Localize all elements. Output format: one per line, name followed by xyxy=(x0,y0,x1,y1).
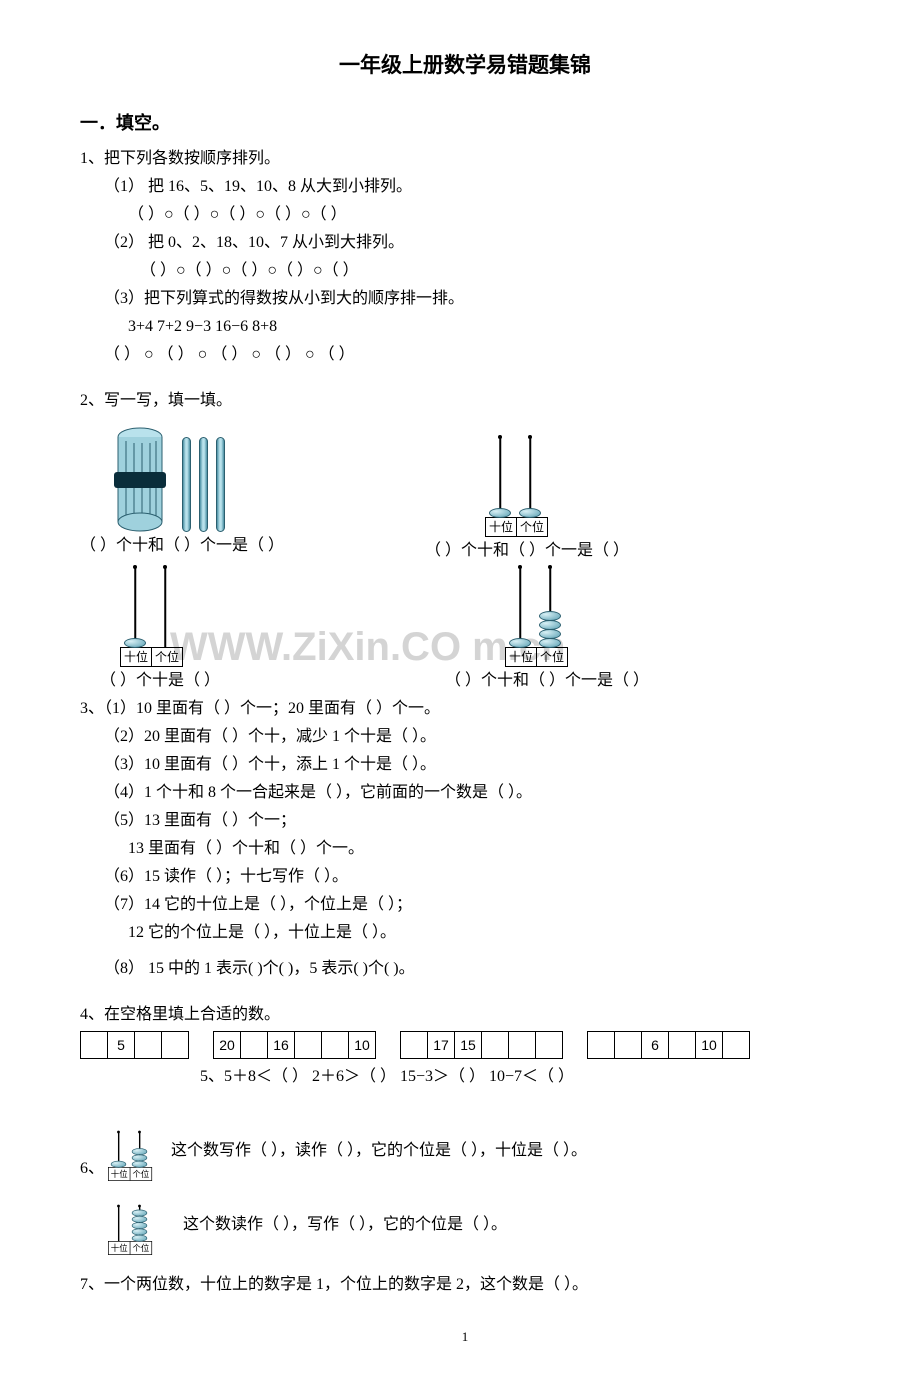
q2-cap-d: （ ）个十和（ ）个一是（ ） xyxy=(445,669,850,693)
q1-3-blanks: （ ） ○ （ ） ○ （ ） ○ （ ） ○ （ ） xyxy=(80,343,850,367)
abacus-tens-label: 十位 xyxy=(506,648,537,666)
number-box: 17 xyxy=(428,1031,455,1059)
q5: 5、5＋8＜（ ） 2＋6＞（ ） 15−3＞（ ） 10−7＜（ ） xyxy=(200,1065,850,1089)
q1-stem: 1、把下列各数按顺序排列。 xyxy=(80,147,850,171)
q1-3: （3）把下列算式的得数按从小到大的顺序排一排。 xyxy=(80,287,850,311)
number-box xyxy=(400,1031,428,1059)
number-box: 10 xyxy=(349,1031,376,1059)
q6-prefix: 6、 xyxy=(80,1157,108,1181)
q3-2: （2）20 里面有（ ）个十，减少 1 个十是（ ）。 xyxy=(80,725,850,749)
number-box: 5 xyxy=(108,1031,135,1059)
q2-cap-a: （ ）个十和（ ）个一是（ ） xyxy=(80,534,445,558)
number-box: 10 xyxy=(696,1031,723,1059)
bundle-of-ten-icon xyxy=(110,427,170,532)
number-box xyxy=(723,1031,750,1059)
doc-title: 一年级上册数学易错题集锦 xyxy=(80,50,850,82)
q3-5: （5）13 里面有（ ）个一； xyxy=(80,809,850,833)
abacus-ones-label: 个位 xyxy=(130,1167,151,1180)
number-box: 15 xyxy=(455,1031,482,1059)
number-box xyxy=(241,1031,268,1059)
abacus-ones-label: 个位 xyxy=(152,648,182,666)
abacus-ones-label: 个位 xyxy=(130,1241,151,1254)
q2-cap-b: （ ）个十和（ ）个一是（ ） xyxy=(425,539,850,563)
q6-a: 这个数写作（ ），读作（ ），它的个位是（ ），十位是（ ）。 xyxy=(171,1139,587,1177)
q1-1: （1） 把 16、5、19、10、8 从大到小排列。 xyxy=(80,175,850,199)
q3-8: （8） 15 中的 1 表示( )个( )，5 表示( )个( )。 xyxy=(80,957,850,981)
q3-3: （3）10 里面有（ ）个十，添上 1 个十是（ ）。 xyxy=(80,753,850,777)
abacus-ones-label: 个位 xyxy=(537,648,567,666)
q2-fig-rods xyxy=(110,427,445,532)
q4-stem: 4、在空格里填上合适的数。 xyxy=(80,1003,850,1027)
q3-4: （4）1 个十和 8 个一合起来是（ ），它前面的一个数是（ ）。 xyxy=(80,781,850,805)
q3-5b: 13 里面有（ ）个十和（ ）个一。 xyxy=(80,837,850,861)
abacus-tens-label: 十位 xyxy=(109,1241,131,1254)
number-box xyxy=(322,1031,349,1059)
q3-6: （6）15 读作（ ）；十七写作（ ）。 xyxy=(80,865,850,889)
rod-icon xyxy=(199,437,208,532)
number-box xyxy=(162,1031,189,1059)
q1-3-exprs: 3+4 7+2 9−3 16−6 8+8 xyxy=(80,315,850,339)
rod-icon xyxy=(216,437,225,532)
q1-2-blanks: （ ）○（ ）○（ ）○（ ）○（ ） xyxy=(80,259,850,283)
number-box xyxy=(135,1031,162,1059)
number-box xyxy=(482,1031,509,1059)
rod-icon xyxy=(182,437,191,532)
q6-abacus-a: 十位 个位 xyxy=(108,1132,152,1181)
q7: 7、一个两位数，十位上的数字是 1，个位上的数字是 2，这个数是（ ）。 xyxy=(80,1273,850,1297)
number-box xyxy=(669,1031,696,1059)
section-fillblank: 一．填空。 xyxy=(80,110,850,137)
q6-abacus-b: 十位 个位 xyxy=(108,1206,152,1255)
number-box xyxy=(615,1031,642,1059)
q2-stem: 2、写一写，填一填。 xyxy=(80,389,850,413)
q2-abacus-1t4o: 十位 个位 xyxy=(505,567,568,667)
abacus-ones-label: 个位 xyxy=(517,518,547,536)
q3-7b: 12 它的个位上是（ ），十位上是（ ）。 xyxy=(80,921,850,945)
q2-abacus-1t0o: 十位 个位 xyxy=(120,567,183,667)
page-number: 1 xyxy=(80,1327,850,1347)
number-box: 6 xyxy=(642,1031,669,1059)
abacus-tens-label: 十位 xyxy=(486,518,517,536)
number-box: 20 xyxy=(213,1031,241,1059)
q3-1: 3、（1）10 里面有（ ）个一；20 里面有（ ）个一。 xyxy=(80,697,850,721)
q1-1-blanks: （ ）○（ ）○（ ）○（ ）○（ ） xyxy=(80,203,850,227)
number-box: 16 xyxy=(268,1031,295,1059)
number-box xyxy=(587,1031,615,1059)
number-box xyxy=(80,1031,108,1059)
q2-abacus-1t1o: 十位 个位 xyxy=(485,437,548,537)
q3-7: （7）14 它的十位上是（ ），个位上是（ ）； xyxy=(80,893,850,917)
q2-cap-c: （ ）个十是（ ） xyxy=(100,669,465,693)
q4-boxrow: 5 20 16 10 17 15 6 10 xyxy=(80,1031,850,1059)
abacus-tens-label: 十位 xyxy=(109,1167,131,1180)
number-box xyxy=(536,1031,563,1059)
number-box xyxy=(509,1031,536,1059)
abacus-tens-label: 十位 xyxy=(121,648,152,666)
q1-2: （2） 把 0、2、18、10、7 从小到大排列。 xyxy=(80,231,850,255)
number-box xyxy=(295,1031,322,1059)
q6-b: 这个数读作（ ），写作（ ），它的个位是（ ）。 xyxy=(183,1213,507,1251)
